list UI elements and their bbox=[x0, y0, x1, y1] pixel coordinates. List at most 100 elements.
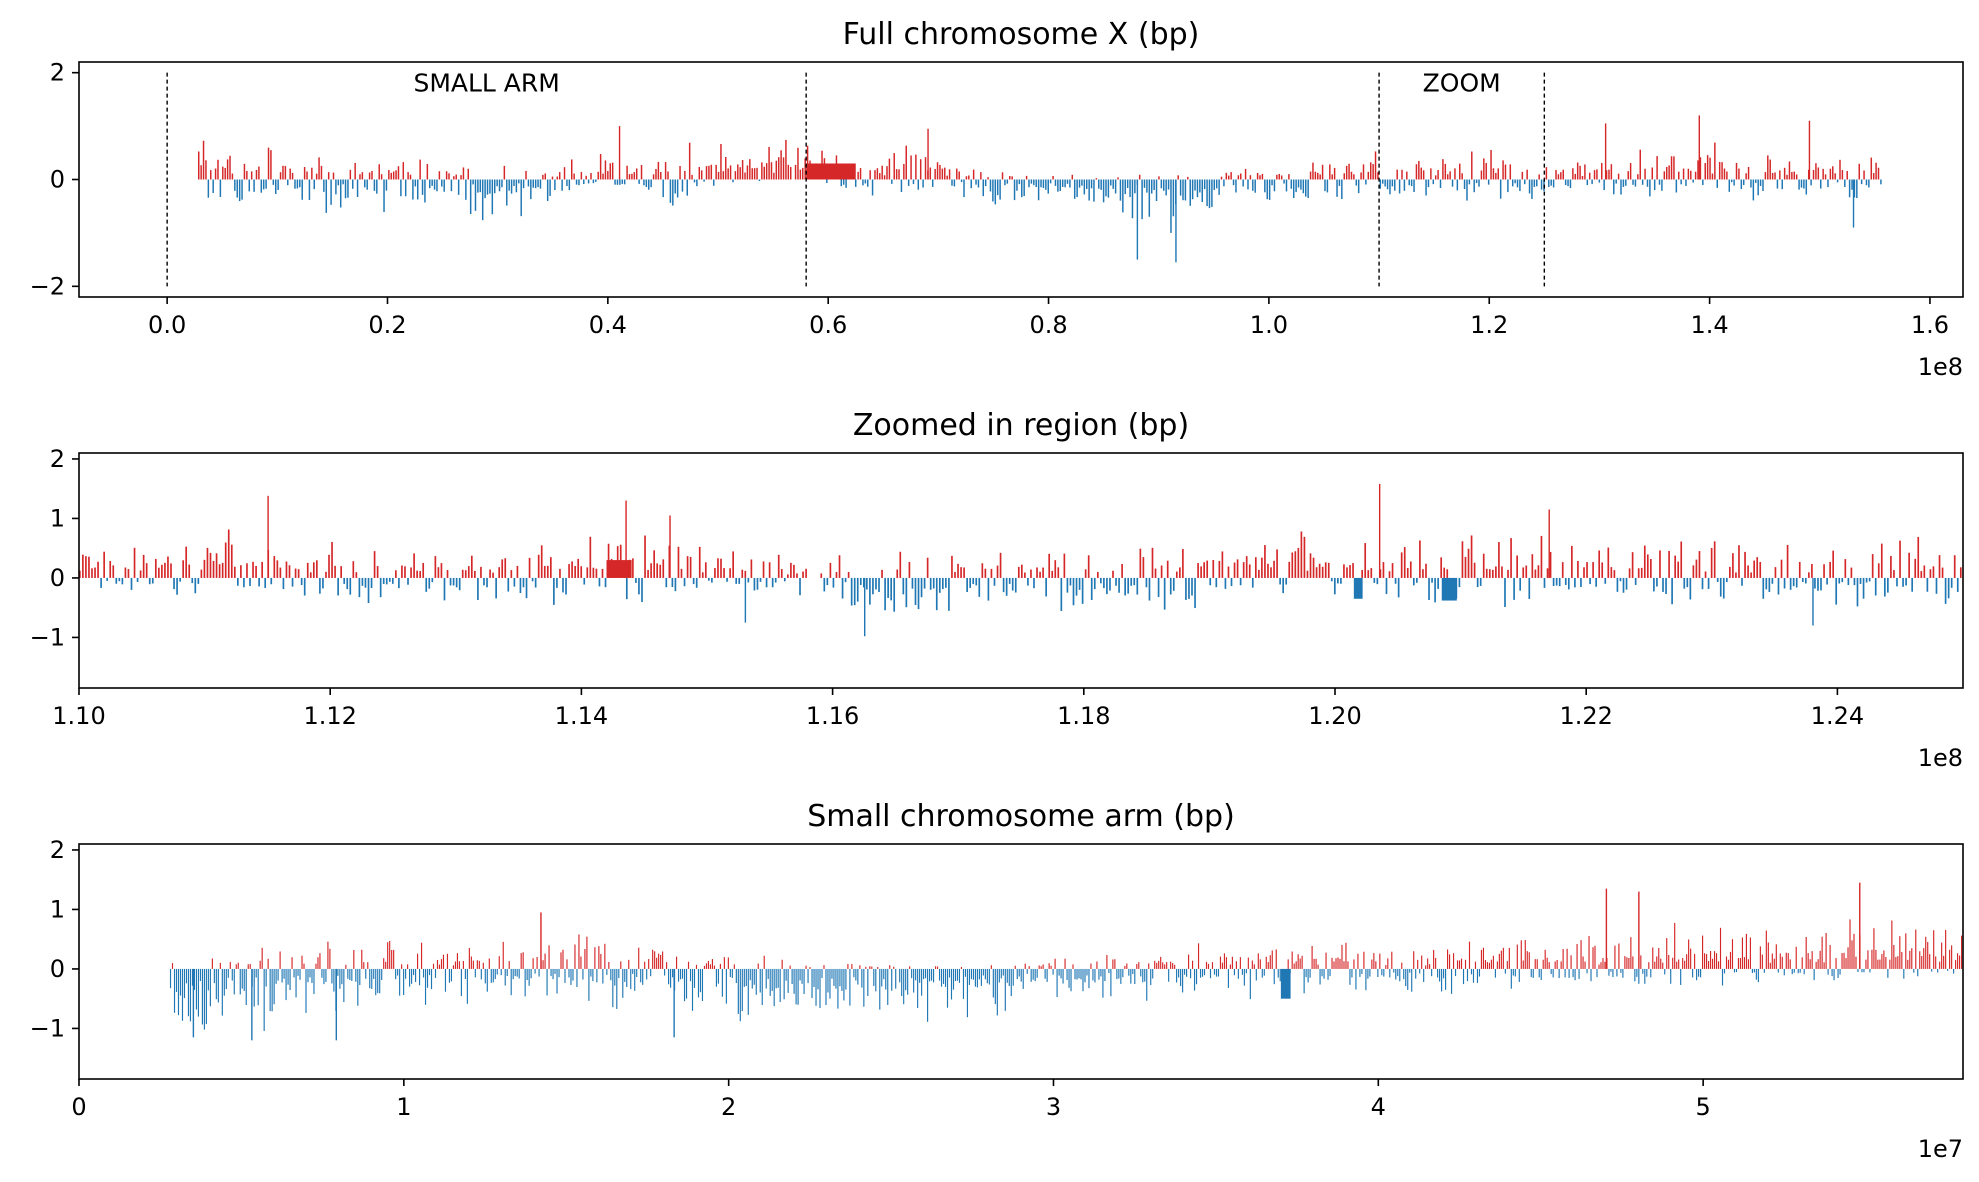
small-arm-bar bbox=[1456, 960, 1459, 969]
small-arm-bar bbox=[1345, 942, 1347, 969]
small-arm-bar bbox=[1879, 959, 1881, 969]
small-arm-bar bbox=[958, 968, 961, 983]
small-arm-bar bbox=[1042, 964, 1044, 969]
small-arm-bar bbox=[203, 968, 205, 1030]
small-arm-bar bbox=[385, 961, 387, 969]
zoomed-region-bar bbox=[1883, 577, 1886, 597]
zoomed-region-bar bbox=[1148, 577, 1151, 601]
full-chromosome-bar bbox=[1023, 179, 1025, 197]
full-chromosome-bar bbox=[347, 179, 349, 198]
full-chromosome-bar bbox=[1588, 172, 1591, 180]
full-chromosome-bar bbox=[1059, 179, 1062, 191]
full-chromosome-bar bbox=[910, 155, 912, 180]
zoomed-region-bar bbox=[1346, 567, 1348, 578]
full-chromosome-bar bbox=[1605, 170, 1608, 180]
small-arm-x-tick-label: 3 bbox=[1046, 1093, 1061, 1121]
full-chromosome-bar bbox=[1040, 179, 1042, 188]
full-chromosome-bar bbox=[1283, 179, 1285, 184]
zoomed-region-bar bbox=[437, 567, 440, 578]
full-chromosome-bar bbox=[412, 179, 414, 200]
small-arm-bar bbox=[1865, 959, 1867, 969]
zoomed-region-bar bbox=[273, 556, 276, 578]
full-chromosome-bar bbox=[1201, 179, 1203, 202]
small-arm-bar bbox=[1861, 968, 1863, 973]
small-arm-bar bbox=[311, 968, 313, 984]
small-arm-bar bbox=[612, 968, 614, 1008]
full-chromosome-bar bbox=[325, 179, 328, 213]
zoomed-region-bar bbox=[1592, 562, 1594, 578]
zoomed-region-bar bbox=[1537, 565, 1540, 578]
full-chromosome-bar bbox=[992, 179, 994, 202]
small-arm-bar bbox=[1184, 968, 1186, 975]
full-chromosome-bar bbox=[460, 175, 462, 180]
zoomed-region-bar bbox=[352, 561, 355, 578]
small-arm-bar bbox=[1845, 958, 1847, 969]
small-arm-bar bbox=[763, 955, 765, 969]
full-chromosome-bar bbox=[236, 179, 238, 198]
full-chromosome-bar bbox=[1271, 179, 1273, 186]
small-arm-bar bbox=[1634, 968, 1636, 982]
small-arm-bar bbox=[315, 963, 317, 969]
full-chromosome-bar bbox=[626, 165, 628, 180]
full-chromosome-bar bbox=[1394, 179, 1396, 191]
small-arm-bar bbox=[1110, 968, 1112, 997]
small-arm-bar bbox=[1098, 968, 1100, 980]
small-arm-bar bbox=[305, 968, 307, 1013]
full-chromosome-bar bbox=[891, 179, 893, 184]
small-arm-bar bbox=[1957, 953, 1959, 969]
full-chromosome-annotation: ZOOM bbox=[1423, 68, 1501, 97]
full-chromosome-bar bbox=[1047, 179, 1049, 194]
small-arm-bar bbox=[1172, 963, 1174, 969]
full-chromosome-bar bbox=[1829, 168, 1832, 180]
zoomed-region-bar bbox=[1084, 569, 1087, 578]
zoomed-region-bar bbox=[1297, 547, 1300, 578]
small-arm-bar bbox=[1911, 948, 1913, 969]
small-arm-bar bbox=[1227, 968, 1229, 988]
small-arm-bar bbox=[1516, 944, 1518, 969]
small-arm-bar bbox=[875, 968, 877, 992]
full-chromosome-bar bbox=[1668, 165, 1670, 180]
zoomed-region-bar bbox=[1941, 567, 1944, 578]
full-chromosome-bar bbox=[722, 171, 725, 180]
full-chromosome-axes bbox=[78, 61, 1964, 298]
full-chromosome-bar bbox=[1868, 179, 1870, 188]
full-chromosome-bar bbox=[530, 179, 532, 200]
small-arm-bar bbox=[630, 968, 632, 990]
full-chromosome-bar bbox=[1030, 179, 1033, 184]
small-arm-bar bbox=[411, 968, 413, 984]
zoomed-region-bar bbox=[1288, 561, 1291, 578]
full-chromosome-bar bbox=[481, 179, 484, 221]
small-arm-bar bbox=[811, 968, 813, 999]
full-chromosome-bar bbox=[982, 179, 984, 197]
zoomed-region-bar bbox=[227, 529, 230, 578]
small-arm-bar bbox=[819, 968, 821, 1008]
small-arm-bar bbox=[1715, 953, 1718, 969]
small-arm-bar bbox=[550, 968, 552, 977]
small-arm-bar bbox=[297, 968, 299, 976]
small-arm-bar bbox=[409, 968, 411, 987]
small-arm-bar bbox=[1431, 968, 1433, 977]
small-arm-bar bbox=[1353, 959, 1355, 969]
zoomed-region-bar bbox=[1911, 577, 1914, 592]
full-chromosome-bar bbox=[1613, 179, 1615, 195]
full-chromosome-bar bbox=[1184, 179, 1187, 201]
full-chromosome-bar bbox=[267, 147, 270, 180]
small-arm-bar bbox=[269, 968, 271, 1012]
full-chromosome-x-ticks: 0.0 0.2 0.4 0.6 0.8 1.0 1.2 1.4 1.6 bbox=[148, 297, 1949, 339]
small-arm-bar bbox=[1506, 961, 1508, 969]
small-arm-bar bbox=[1427, 958, 1429, 969]
small-arm-bar bbox=[1385, 965, 1387, 969]
zoomed-region-bar bbox=[188, 564, 191, 578]
small-arm-bar bbox=[1604, 961, 1606, 969]
zoomed-region-bar bbox=[461, 569, 464, 578]
full-chromosome-bar bbox=[1018, 179, 1021, 185]
full-chromosome-bar bbox=[1538, 174, 1540, 180]
zoomed-region-bar bbox=[1762, 577, 1765, 599]
small-arm-bar bbox=[1377, 968, 1379, 977]
zoomed-region-bar bbox=[1163, 577, 1166, 610]
small-arm-bar bbox=[984, 968, 986, 980]
zoomed-region-bar bbox=[1121, 564, 1123, 578]
zoomed-region-bar bbox=[100, 577, 102, 588]
full-chromosome-bar bbox=[1054, 179, 1057, 186]
small-arm-bar bbox=[1787, 953, 1789, 969]
